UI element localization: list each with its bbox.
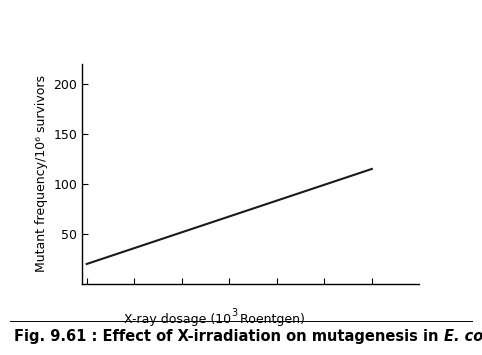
Text: X-ray dosage (10: X-ray dosage (10 <box>124 313 231 326</box>
Text: Fig. 9.61 : Effect of X-irradiation on mutagenesis in: Fig. 9.61 : Effect of X-irradiation on m… <box>14 329 444 344</box>
Text: Roentgen): Roentgen) <box>236 313 305 326</box>
Text: 3: 3 <box>231 308 238 318</box>
Y-axis label: Mutant frequency/10⁶ survivors: Mutant frequency/10⁶ survivors <box>35 76 48 272</box>
Text: E. coli: E. coli <box>444 329 482 344</box>
